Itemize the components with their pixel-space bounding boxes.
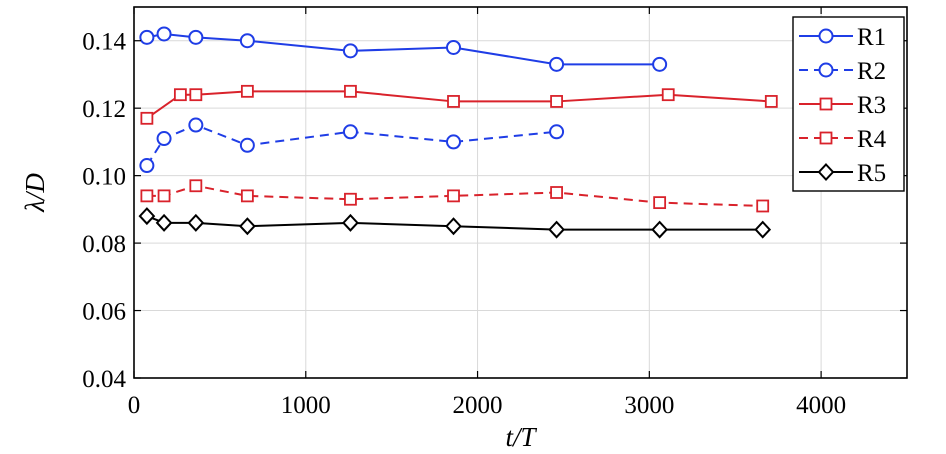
legend-marker-swatch xyxy=(818,62,834,78)
data-point-r4 xyxy=(756,199,770,213)
legend: R1 R2 R3 R4 R5 xyxy=(792,16,905,192)
data-point-r5 xyxy=(754,220,772,239)
series-r5 xyxy=(138,207,772,239)
data-point-r5 xyxy=(651,220,669,239)
data-point-r3 xyxy=(764,95,778,108)
data-point-r2 xyxy=(342,124,358,140)
legend-marker-swatch xyxy=(819,97,833,111)
series-line-r1 xyxy=(146,32,660,66)
data-point-r1 xyxy=(446,39,462,55)
legend-item-r5: R5 xyxy=(799,160,886,187)
data-point-r5 xyxy=(445,217,462,236)
x-tick-label: 3000 xyxy=(624,392,674,419)
y-tick-label: 0.12 xyxy=(82,96,126,123)
x-tick-label: 0 xyxy=(128,392,141,419)
data-point-r4 xyxy=(653,196,667,210)
data-point-r4 xyxy=(344,192,357,206)
data-point-r3 xyxy=(344,84,357,98)
series-r3 xyxy=(140,84,778,125)
data-point-r1 xyxy=(239,33,255,49)
data-point-r3 xyxy=(550,95,563,108)
data-point-r5 xyxy=(239,217,256,236)
data-point-r4 xyxy=(447,189,460,203)
data-point-r2 xyxy=(188,117,204,133)
legend-item-r3: R3 xyxy=(799,92,886,119)
data-point-r1 xyxy=(156,26,172,42)
legend-marker-swatch xyxy=(819,131,833,145)
data-point-r1 xyxy=(549,56,565,72)
legend-item-r4: R4 xyxy=(799,126,887,153)
x-tick-label: 4000 xyxy=(796,392,846,419)
legend-item-r1: R1 xyxy=(799,24,886,51)
data-point-r3 xyxy=(140,111,154,125)
series-r4 xyxy=(140,179,770,213)
data-point-r2 xyxy=(156,131,172,147)
y-tick-label: 0.06 xyxy=(82,299,126,326)
data-point-r1 xyxy=(342,43,358,59)
data-point-r1 xyxy=(188,29,204,45)
legend-label: R1 xyxy=(857,24,886,51)
data-point-r1 xyxy=(652,56,668,72)
data-point-r2 xyxy=(549,124,565,140)
data-point-r3 xyxy=(661,88,675,102)
legend-item-r2: R2 xyxy=(799,58,886,85)
legend-label: R3 xyxy=(857,92,886,119)
x-tick-label: 2000 xyxy=(453,392,503,419)
legend-marker-swatch xyxy=(817,163,835,181)
data-point-r4 xyxy=(140,189,154,203)
data-point-r4 xyxy=(550,186,563,199)
y-axis-label: λ/D xyxy=(20,173,50,213)
y-tick-label: 0.04 xyxy=(82,366,126,393)
data-point-r3 xyxy=(173,88,187,102)
data-point-r3 xyxy=(447,95,460,108)
legend-label: R2 xyxy=(857,58,886,85)
series-line-r4 xyxy=(146,184,763,207)
y-tick-label: 0.10 xyxy=(82,164,126,191)
data-point-r2 xyxy=(139,158,155,174)
axes-frame xyxy=(133,6,908,379)
data-point-r5 xyxy=(548,220,565,239)
data-point-r5 xyxy=(155,213,173,232)
data-point-r5 xyxy=(342,213,359,232)
data-point-r3 xyxy=(240,84,254,98)
series-r1 xyxy=(139,26,668,72)
y-tick-label: 0.14 xyxy=(82,29,126,56)
data-point-r3 xyxy=(189,88,203,102)
data-point-r2 xyxy=(446,134,462,150)
x-axis-label: t/T xyxy=(505,422,537,452)
legend-label: R4 xyxy=(857,126,887,153)
y-tick-label: 0.08 xyxy=(82,231,126,258)
data-point-r2 xyxy=(239,137,255,153)
x-tick-label: 1000 xyxy=(281,392,331,419)
axis-ticks: 0 1000 2000 3000 4000 0.04 0.06 0.08 0.10 0.12 0.1… xyxy=(82,7,907,419)
plot-area xyxy=(138,26,778,239)
data-point-r4 xyxy=(240,189,254,203)
data-point-r5 xyxy=(187,213,205,232)
legend-label: R5 xyxy=(857,160,886,187)
grid xyxy=(134,7,907,378)
data-point-r4 xyxy=(157,189,171,203)
data-point-r5 xyxy=(138,207,156,226)
data-point-r1 xyxy=(139,29,155,45)
legend-marker-swatch xyxy=(818,28,834,44)
data-point-r4 xyxy=(189,179,203,193)
series-r2 xyxy=(139,117,565,174)
